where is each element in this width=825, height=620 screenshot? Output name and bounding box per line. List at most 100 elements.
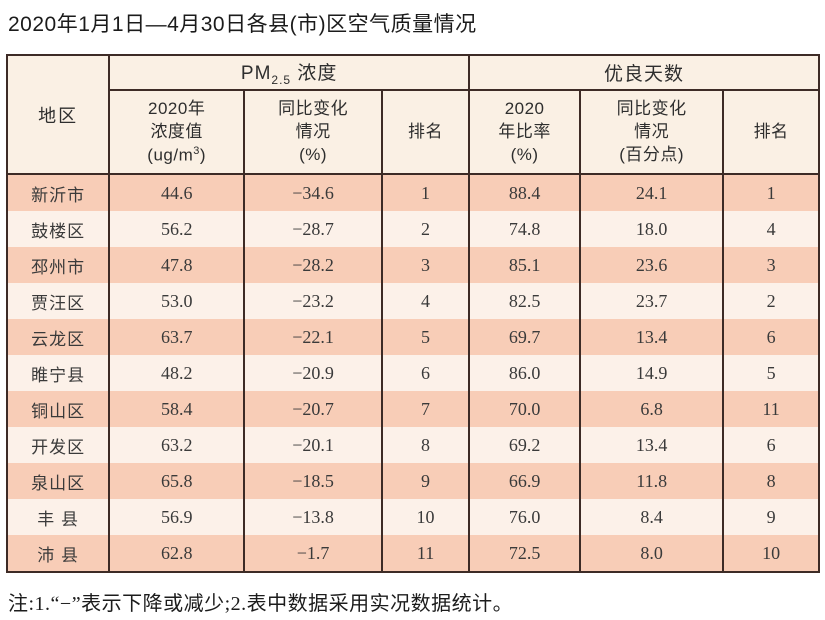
header-pm-change-line1: 同比变化 (278, 98, 349, 118)
cell-days-ratio: 74.8 (467, 211, 582, 248)
cell-pm-change: −28.2 (243, 247, 384, 284)
cell-pm-change: −23.2 (243, 283, 384, 320)
cell-days-rank: 9 (722, 499, 820, 536)
cell-days-change: 11.8 (579, 463, 725, 500)
air-quality-table: 地区 PM2.5 浓度 优良天数 2020年 浓度值 (ug/m3) 同比变化 … (5, 54, 821, 574)
header-pm-change-line3: (%) (299, 144, 328, 164)
table-row: 丰 县 56.9 −13.8 10 76.0 8.4 9 (5, 499, 820, 536)
table-row: 开发区 63.2 −20.1 8 69.2 13.4 6 (5, 427, 820, 464)
header-pm-value: 2020年 浓度值 (ug/m3) (108, 90, 246, 176)
cell-days-change: 23.6 (579, 247, 725, 284)
header-days-ratio: 2020 年比率 (%) (467, 90, 582, 176)
cell-pm-change: −13.8 (243, 499, 384, 536)
cell-pm-change: −18.5 (243, 463, 384, 500)
cell-pm-value: 63.7 (108, 319, 246, 356)
cell-days-rank: 11 (722, 391, 820, 428)
unit-prefix: (ug/m (147, 145, 194, 165)
cell-pm-value: 44.6 (108, 174, 246, 212)
header-group-good-days: 优良天数 (467, 55, 821, 92)
cell-pm-rank: 4 (381, 283, 470, 320)
cell-days-change: 13.4 (579, 427, 725, 464)
cell-days-change: 8.4 (579, 499, 725, 536)
cell-days-ratio: 88.4 (467, 174, 582, 212)
table-header: 地区 PM2.5 浓度 优良天数 2020年 浓度值 (ug/m3) 同比变化 … (5, 55, 821, 176)
cell-days-change: 13.4 (579, 319, 725, 356)
header-group-row: 地区 PM2.5 浓度 优良天数 (5, 55, 821, 176)
cell-days-ratio: 86.0 (467, 355, 582, 392)
cell-region: 睢宁县 (5, 355, 111, 392)
cell-pm-change: −20.7 (243, 391, 384, 428)
cell-pm-value: 58.4 (108, 391, 246, 428)
cell-days-change: 6.8 (579, 391, 725, 428)
cell-pm-rank: 9 (381, 463, 470, 500)
cell-region: 邳州市 (5, 247, 111, 284)
table-row: 泉山区 65.8 −18.5 9 66.9 11.8 8 (5, 463, 820, 500)
cell-days-rank: 8 (722, 463, 820, 500)
pm25-subscript: 2.5 (271, 73, 292, 88)
cell-pm-rank: 10 (381, 499, 470, 536)
header-pm-change-line2: 情况 (295, 121, 331, 141)
cell-days-change: 8.0 (579, 535, 725, 573)
cell-pm-value: 56.2 (108, 211, 246, 248)
cell-days-change: 18.0 (579, 211, 725, 248)
table-row: 云龙区 63.7 −22.1 5 69.7 13.4 6 (5, 319, 820, 356)
header-days-change-line1: 同比变化 (616, 98, 687, 118)
cell-region: 新沂市 (5, 174, 111, 212)
cell-days-rank: 1 (722, 174, 820, 212)
cell-pm-change: −34.6 (243, 174, 384, 212)
header-pm-value-unit: (ug/m3) (110, 144, 243, 168)
cell-pm-change: −22.1 (243, 319, 384, 356)
header-pm-rank: 排名 (381, 90, 470, 176)
table-row: 邳州市 47.8 −28.2 3 85.1 23.6 3 (5, 247, 820, 284)
cell-days-ratio: 66.9 (467, 463, 582, 500)
cell-days-change: 23.7 (579, 283, 725, 320)
table-body: 新沂市 44.6 −34.6 1 88.4 24.1 1 鼓楼区 56.2 −28.7 2 74.8 1… (5, 174, 820, 573)
cell-pm-rank: 3 (381, 247, 470, 284)
cell-region: 鼓楼区 (5, 211, 111, 248)
cell-pm-value: 63.2 (108, 427, 246, 464)
header-detail-row: 2020年 浓度值 (ug/m3) 同比变化 情况 (%) 排名 2020 年比… (7, 90, 820, 176)
cell-region: 开发区 (5, 427, 111, 464)
pm25-suffix: 浓度 (291, 63, 338, 85)
cell-pm-value: 47.8 (108, 247, 246, 284)
table-row: 新沂市 44.6 −34.6 1 88.4 24.1 1 (5, 174, 820, 212)
header-region: 地区 (5, 55, 111, 176)
unit-superscript: 3 (193, 144, 200, 157)
cell-days-ratio: 85.1 (467, 247, 582, 284)
cell-pm-rank: 8 (381, 427, 470, 464)
cell-pm-rank: 2 (381, 211, 470, 248)
cell-pm-rank: 1 (381, 174, 470, 212)
cell-days-ratio: 72.5 (467, 535, 582, 573)
cell-pm-change: −20.9 (243, 355, 384, 392)
cell-days-rank: 6 (722, 319, 820, 356)
header-group-pm25: PM2.5 浓度 (108, 55, 470, 92)
cell-pm-value: 48.2 (108, 355, 246, 392)
header-pm-value-line2: 浓度值 (150, 121, 203, 141)
table-row: 贾汪区 53.0 −23.2 4 82.5 23.7 2 (5, 283, 820, 320)
cell-region: 铜山区 (5, 391, 111, 428)
cell-days-rank: 3 (722, 247, 820, 284)
header-days-ratio-line3: (%) (510, 144, 539, 164)
cell-pm-value: 65.8 (108, 463, 246, 500)
cell-days-change: 14.9 (579, 355, 725, 392)
header-pm-value-line1: 2020年 (148, 98, 206, 118)
cell-days-rank: 2 (722, 283, 820, 320)
cell-days-rank: 6 (722, 427, 820, 464)
pm25-prefix: PM (240, 63, 272, 85)
cell-pm-value: 53.0 (108, 283, 246, 320)
table-row: 铜山区 58.4 −20.7 7 70.0 6.8 11 (5, 391, 820, 428)
cell-days-rank: 5 (722, 355, 820, 392)
cell-pm-rank: 5 (381, 319, 470, 356)
cell-pm-change: −1.7 (243, 535, 384, 573)
cell-pm-rank: 11 (381, 535, 470, 573)
cell-days-rank: 4 (722, 211, 820, 248)
cell-days-rank: 10 (722, 535, 820, 573)
cell-pm-value: 62.8 (108, 535, 246, 573)
table-row: 沛 县 62.8 −1.7 11 72.5 8.0 10 (5, 535, 820, 573)
cell-region: 沛 县 (5, 535, 111, 573)
cell-region: 云龙区 (5, 319, 111, 356)
table-row: 睢宁县 48.2 −20.9 6 86.0 14.9 5 (5, 355, 820, 392)
header-days-ratio-line1: 2020 (504, 98, 545, 118)
cell-pm-rank: 7 (381, 391, 470, 428)
